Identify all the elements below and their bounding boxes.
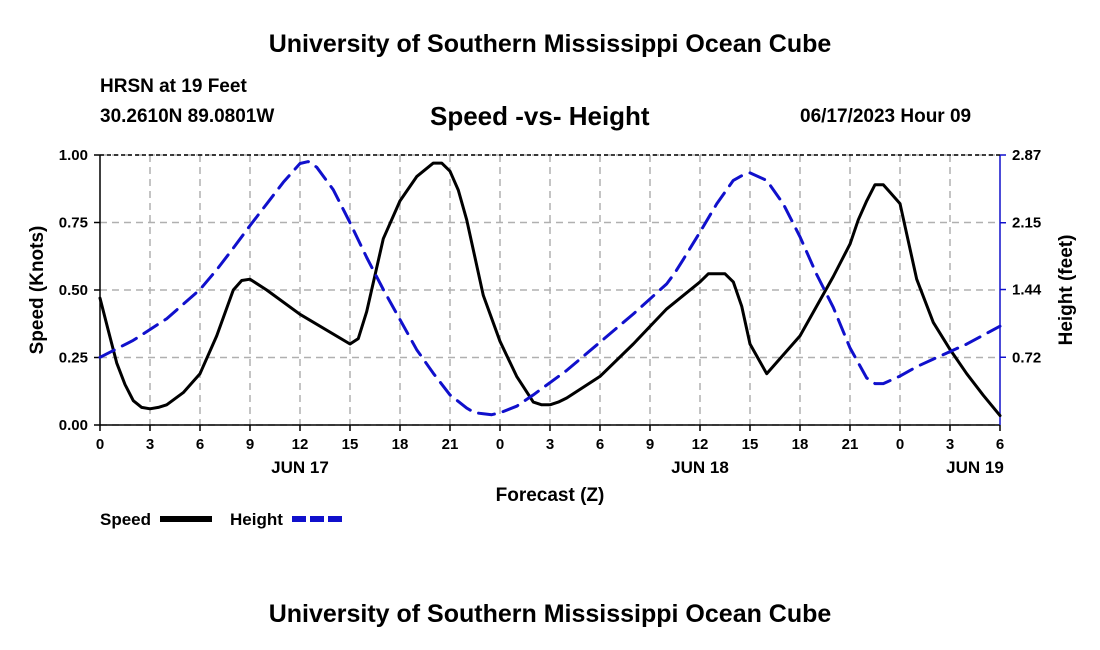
x-tick-label: 15 [342,436,359,453]
y-tick-label: 0.25 [59,350,88,367]
x-tick-label: 6 [196,436,204,453]
x-tick-label: 6 [996,436,1004,453]
y-tick-label: 1.00 [59,147,88,164]
y-tick-label: 0.00 [59,417,88,434]
x-tick-label: 12 [692,436,709,453]
x-tick-label: 0 [96,436,104,453]
x-tick-label: 12 [292,436,309,453]
datetime-label: 06/17/2023 Hour 09 [800,106,972,127]
station-label: HRSN at 19 Feet [100,76,247,97]
y2-tick-label: 1.44 [1012,282,1042,299]
y-tick-label: 0.75 [59,215,88,232]
date-label: JUN 17 [271,458,329,477]
y-tick-label: 0.50 [59,282,88,299]
legend-label-height: Height [230,510,283,529]
x-tick-label: 21 [842,436,859,453]
x-tick-label: 9 [646,436,654,453]
y2-axis-label: Height (feet) [1056,235,1077,346]
y2-tick-label: 0.72 [1012,349,1041,366]
x-axis-label: Forecast (Z) [496,485,605,506]
x-tick-label: 6 [596,436,604,453]
y2-tick-label: 2.15 [1012,215,1041,232]
legend-label-speed: Speed [100,510,151,529]
x-tick-label: 18 [792,436,809,453]
height-series-line [98,160,1002,417]
speed-series-line [98,161,1002,418]
x-tick-label: 21 [442,436,459,453]
x-tick-label: 3 [546,436,554,453]
x-tick-label: 0 [896,436,904,453]
x-tick-label: 15 [742,436,759,453]
coordinates-label: 30.2610N 89.0801W [100,106,275,127]
y-axis-label: Speed (Knots) [27,226,48,355]
date-label: JUN 18 [671,458,729,477]
date-label: JUN 19 [946,458,1004,477]
x-tick-label: 0 [496,436,504,453]
footer-title: University of Southern Mississippi Ocean… [268,600,832,628]
x-tick-label: 3 [946,436,954,453]
x-tick-label: 9 [246,436,254,453]
x-tick-label: 18 [392,436,409,453]
chart-title: Speed -vs- Height [430,101,650,131]
y2-tick-label: 2.87 [1012,147,1041,164]
main-title: University of Southern Mississippi Ocean… [268,30,832,58]
x-tick-label: 3 [146,436,154,453]
